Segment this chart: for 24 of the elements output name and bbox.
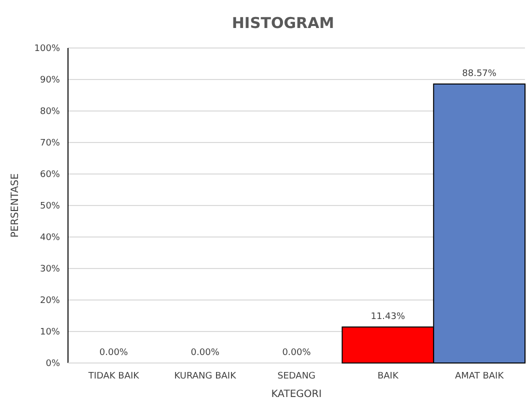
x-axis-title: KATEGORI xyxy=(271,389,322,400)
y-tick-label: 0% xyxy=(46,358,60,369)
data-label: 11.43% xyxy=(370,312,406,322)
chart-title: HISTOGRAM xyxy=(232,14,334,32)
y-tick-label: 80% xyxy=(40,106,60,117)
y-tick-label: 60% xyxy=(40,170,60,180)
data-label: 0.00% xyxy=(282,348,312,358)
x-tick-label: AMAT BAIK xyxy=(454,371,505,382)
x-tick-label: SEDANG xyxy=(277,371,316,382)
x-tick-label: TIDAK BAIK xyxy=(87,371,140,382)
y-tick-label: 70% xyxy=(40,138,60,148)
y-tick-label: 20% xyxy=(40,296,60,306)
data-label: 0.00% xyxy=(190,348,220,358)
y-tick-label: 10% xyxy=(40,327,60,338)
y-tick-label: 90% xyxy=(40,75,60,86)
y-tick-label: 50% xyxy=(40,201,60,212)
y-tick-label: 30% xyxy=(40,264,60,274)
data-label: 88.57% xyxy=(462,69,497,80)
x-tick-label: BAIK xyxy=(377,371,400,382)
y-tick-label: 100% xyxy=(34,44,60,54)
x-tick-label: KURANG BAIK xyxy=(174,371,238,382)
y-tick-label: 40% xyxy=(40,232,60,243)
y-axis-title: PERSENTASE xyxy=(10,173,21,238)
data-label: 0.00% xyxy=(99,348,128,358)
